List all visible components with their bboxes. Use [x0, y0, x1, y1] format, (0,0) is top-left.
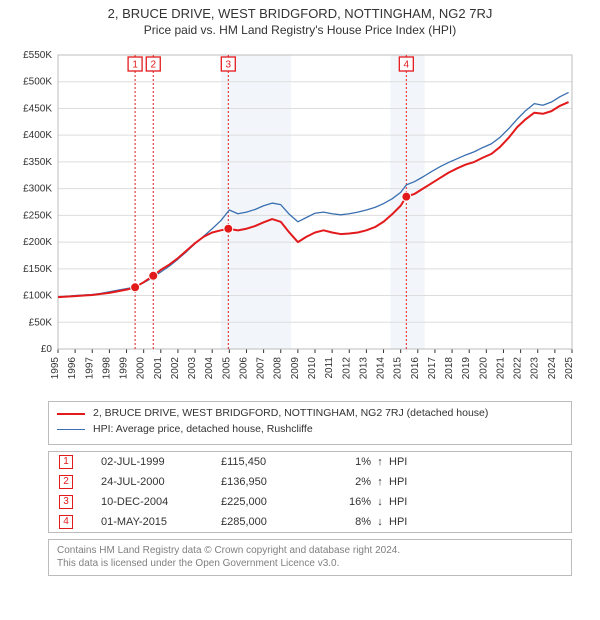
- svg-text:2022: 2022: [513, 357, 524, 380]
- svg-text:2005: 2005: [221, 357, 232, 380]
- svg-text:2023: 2023: [530, 357, 541, 380]
- svg-text:2020: 2020: [478, 357, 489, 380]
- svg-text:2004: 2004: [204, 357, 215, 380]
- chart-container: £0 £50K £100K £150K £200K £250K £300K £350K £400…: [10, 45, 590, 395]
- sale-date: 10-DEC-2004: [101, 496, 221, 508]
- svg-text:2010: 2010: [307, 357, 318, 380]
- legend-swatch: [57, 429, 85, 430]
- svg-text:2016: 2016: [410, 357, 421, 380]
- svg-text:£150K: £150K: [23, 264, 52, 275]
- svg-text:2024: 2024: [547, 357, 558, 380]
- svg-text:2000: 2000: [136, 357, 147, 380]
- sale-price: £225,000: [221, 496, 316, 508]
- price-chart: £0 £50K £100K £150K £200K £250K £300K £350K £400…: [10, 45, 590, 395]
- arrow-up-icon: ↑: [371, 456, 389, 468]
- sale-vs-label: HPI: [389, 516, 419, 528]
- svg-text:2011: 2011: [324, 357, 335, 379]
- title-block: 2, BRUCE DRIVE, WEST BRIDGFORD, NOTTINGH…: [0, 0, 600, 37]
- sale-row: 2 24-JUL-2000£136,9502%↑HPI: [49, 472, 571, 492]
- svg-text:4: 4: [404, 60, 410, 71]
- sale-marker: 2: [59, 475, 73, 489]
- footer-line1: Contains HM Land Registry data © Crown c…: [57, 544, 563, 558]
- svg-text:2017: 2017: [427, 357, 438, 380]
- svg-text:2014: 2014: [376, 357, 387, 380]
- legend-swatch: [57, 413, 85, 415]
- svg-text:1996: 1996: [67, 357, 78, 380]
- svg-text:2021: 2021: [495, 357, 506, 380]
- svg-text:2012: 2012: [341, 357, 352, 380]
- sale-pct: 2%: [316, 476, 371, 488]
- svg-text:£400K: £400K: [23, 130, 52, 141]
- sale-date: 24-JUL-2000: [101, 476, 221, 488]
- sales-table: 102-JUL-1999£115,4501%↑HPI224-JUL-2000£1…: [48, 451, 572, 533]
- svg-text:2003: 2003: [187, 357, 198, 380]
- svg-text:2018: 2018: [444, 357, 455, 380]
- legend-item: 2, BRUCE DRIVE, WEST BRIDGFORD, NOTTINGH…: [57, 406, 563, 422]
- svg-text:£250K: £250K: [23, 210, 52, 221]
- title-address: 2, BRUCE DRIVE, WEST BRIDGFORD, NOTTINGH…: [0, 6, 600, 21]
- sale-marker: 4: [59, 515, 73, 529]
- svg-text:£450K: £450K: [23, 103, 52, 114]
- sale-pct: 1%: [316, 456, 371, 468]
- sale-date: 02-JUL-1999: [101, 456, 221, 468]
- footer-line2: This data is licensed under the Open Gov…: [57, 557, 563, 571]
- svg-text:2019: 2019: [461, 357, 472, 380]
- svg-text:2008: 2008: [273, 357, 284, 380]
- svg-text:£300K: £300K: [23, 184, 52, 195]
- sale-marker: 3: [59, 495, 73, 509]
- svg-text:£500K: £500K: [23, 77, 52, 88]
- legend-label: 2, BRUCE DRIVE, WEST BRIDGFORD, NOTTINGH…: [93, 406, 488, 422]
- sale-pct: 16%: [316, 496, 371, 508]
- svg-text:2025: 2025: [564, 357, 575, 380]
- footer-attribution: Contains HM Land Registry data © Crown c…: [48, 539, 572, 576]
- svg-text:2009: 2009: [290, 357, 301, 380]
- sale-row: 3 10-DEC-2004£225,00016%↓HPI: [49, 492, 571, 512]
- sale-price: £136,950: [221, 476, 316, 488]
- arrow-up-icon: ↑: [371, 476, 389, 488]
- svg-text:£350K: £350K: [23, 157, 52, 168]
- sale-price: £115,450: [221, 456, 316, 468]
- svg-text:1999: 1999: [119, 357, 130, 380]
- legend-item: HPI: Average price, detached house, Rush…: [57, 422, 563, 438]
- sale-row: 1 02-JUL-1999£115,4501%↑HPI: [49, 452, 571, 472]
- sale-vs-label: HPI: [389, 496, 419, 508]
- svg-text:£50K: £50K: [29, 317, 53, 328]
- svg-text:3: 3: [226, 60, 232, 71]
- sale-price: £285,000: [221, 516, 316, 528]
- svg-text:1995: 1995: [50, 357, 61, 380]
- sale-date: 01-MAY-2015: [101, 516, 221, 528]
- legend-label: HPI: Average price, detached house, Rush…: [93, 422, 313, 438]
- svg-text:£0: £0: [41, 344, 53, 355]
- svg-text:£100K: £100K: [23, 291, 52, 302]
- arrow-down-icon: ↓: [371, 496, 389, 508]
- title-subtitle: Price paid vs. HM Land Registry's House …: [0, 23, 600, 37]
- svg-text:2002: 2002: [170, 357, 181, 380]
- svg-text:2001: 2001: [153, 357, 164, 380]
- sale-row: 4 01-MAY-2015£285,0008%↓HPI: [49, 512, 571, 532]
- sale-vs-label: HPI: [389, 456, 419, 468]
- svg-text:1: 1: [132, 60, 138, 71]
- svg-text:£550K: £550K: [23, 50, 52, 61]
- arrow-down-icon: ↓: [371, 516, 389, 528]
- svg-text:£200K: £200K: [23, 237, 52, 248]
- svg-text:2015: 2015: [393, 357, 404, 380]
- sale-marker: 1: [59, 455, 73, 469]
- svg-text:1997: 1997: [84, 357, 95, 380]
- svg-text:2013: 2013: [358, 357, 369, 380]
- svg-text:2: 2: [150, 60, 156, 71]
- svg-text:1998: 1998: [101, 357, 112, 380]
- svg-text:2007: 2007: [256, 357, 267, 380]
- sale-pct: 8%: [316, 516, 371, 528]
- legend: 2, BRUCE DRIVE, WEST BRIDGFORD, NOTTINGH…: [48, 401, 572, 445]
- svg-text:2006: 2006: [238, 357, 249, 380]
- sale-vs-label: HPI: [389, 476, 419, 488]
